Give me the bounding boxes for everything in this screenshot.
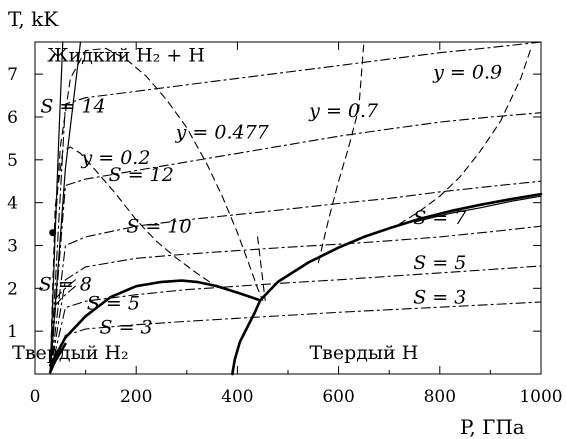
- curve-dashdot-18: [54, 283, 79, 307]
- curve-annotation: S = 3: [413, 286, 466, 308]
- curve-solid-6: [413, 195, 542, 223]
- curve-dashdot-12: [49, 41, 542, 375]
- data-point: [49, 229, 57, 237]
- curve-annotation: S = 14: [40, 96, 105, 118]
- y-tick-label: 5: [7, 151, 18, 171]
- y-tick-label: 1: [7, 322, 18, 342]
- curve-annotation: S = 12: [109, 164, 174, 186]
- curve-dashed-11: [398, 47, 532, 225]
- curve-dashed-10: [317, 41, 365, 264]
- axis-ticks: 0 200 400 600 800 1000 1 2 3 4 5 6 7: [7, 42, 563, 407]
- curve-dashdot-16: [49, 265, 542, 375]
- y-tick-label: 6: [7, 108, 18, 128]
- curve-annotation: S = 8: [39, 273, 92, 295]
- curve-dashed-8: [49, 146, 211, 375]
- curve-annotation: y = 0.7: [308, 100, 379, 122]
- x-tick-label: 400: [221, 387, 253, 407]
- y-tick-label: 2: [7, 279, 18, 299]
- region-label: Твердый H₂: [12, 342, 129, 364]
- curve-dashdot-14: [49, 180, 542, 375]
- curve-annotation: y = 0.2: [80, 147, 150, 169]
- curve-dashdot-13: [49, 112, 542, 375]
- curve-dashed-7: [49, 47, 264, 375]
- curve-annotation: S = 3: [100, 316, 153, 338]
- curve-dashed-9: [257, 236, 266, 301]
- curve-annotation: S = 7: [413, 207, 467, 229]
- y-axis-title: T, kK: [8, 7, 59, 31]
- curve-annotation: y = 0.9: [432, 61, 502, 83]
- curve-solid-thick-1: [258, 192, 543, 302]
- curve-annotation: y = 0.477: [175, 121, 270, 143]
- x-tick-label: 1000: [519, 387, 562, 407]
- x-axis-title: P, ГПа: [460, 415, 525, 439]
- curve-solid-5: [49, 41, 82, 375]
- y-tick-label: 4: [7, 194, 18, 214]
- curve-dashdot-15: [49, 225, 542, 375]
- y-tick-label: 3: [7, 236, 18, 256]
- region-label: Жидкий H₂ + H: [47, 44, 205, 66]
- curves-layer: [48, 41, 543, 376]
- curve-solid-4: [49, 41, 64, 375]
- x-tick-label: 0: [30, 387, 41, 407]
- curve-annotation: S = 5: [87, 293, 140, 315]
- curve-solid-thick-2: [231, 299, 262, 376]
- annotations-layer: S = 14S = 12S = 10S = 8S = 5S = 3S = 7S …: [12, 44, 502, 364]
- curve-dashdot-17: [49, 301, 542, 375]
- curve-annotation: S = 5: [413, 252, 466, 274]
- x-tick-label: 600: [322, 387, 354, 407]
- curve-solid-thick-0: [48, 279, 262, 367]
- x-tick-label: 200: [120, 387, 152, 407]
- y-tick-label: 7: [7, 65, 18, 85]
- x-tick-label: 800: [424, 387, 456, 407]
- region-label: Твердый H: [309, 342, 418, 364]
- curve-annotation: S = 10: [126, 216, 191, 238]
- curve-dashdot-19: [54, 277, 79, 300]
